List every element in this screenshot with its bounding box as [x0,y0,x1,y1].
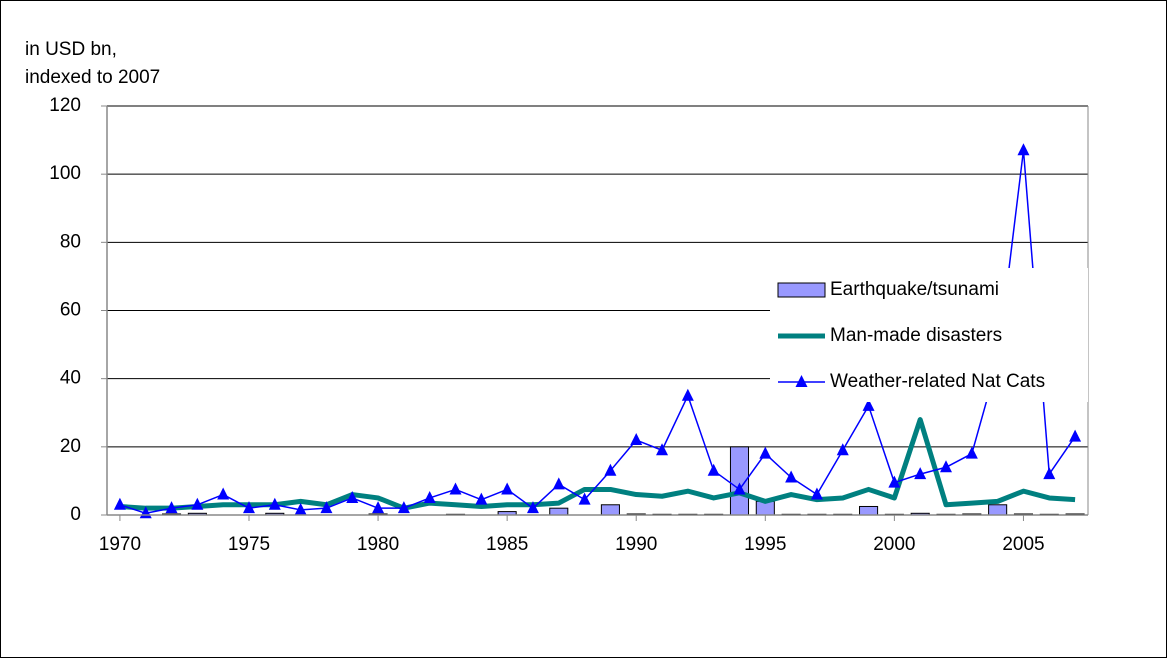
marker [1043,467,1056,480]
x-tick-label: 1995 [744,534,786,555]
y-tick-label: 80 [60,231,81,252]
bar [859,505,879,516]
x-tick-label: 1975 [228,534,270,555]
marker [888,475,901,488]
marker [965,446,978,459]
marker [1017,143,1030,156]
line [119,149,1076,515]
y-tick-label: 40 [60,368,81,389]
marker [526,501,539,514]
line [119,417,1076,511]
marker [475,492,488,505]
marker [914,467,927,480]
marker [268,497,281,510]
x-tick-label: 2005 [1002,534,1044,555]
marker [165,501,178,514]
marker [242,501,255,514]
marker [759,446,772,459]
marker [810,487,823,500]
x-tick-label: 1970 [99,534,141,555]
marker [604,463,617,476]
x-tick-label: 1990 [615,534,657,555]
y-tick-label: 120 [49,95,81,116]
marker [578,492,591,505]
marker [113,497,126,510]
y-axis-label: indexed to 2007 [25,67,160,88]
marker [423,490,436,503]
x-tick-label: 1980 [357,534,399,555]
marker [501,482,514,495]
bar [549,507,569,516]
legend-label: Earthquake/tsunami [830,279,999,300]
marker [630,433,643,446]
marker [191,497,204,510]
marker [862,398,875,411]
marker [552,477,565,490]
marker [372,501,385,514]
legend-marker [795,375,808,387]
marker [707,463,720,476]
y-axis-label: in USD bn, [25,39,117,60]
marker [681,388,694,401]
y-tick-label: 60 [60,300,81,321]
marker [940,460,953,473]
y-tick-label: 20 [60,436,81,457]
marker [785,470,798,483]
marker [836,443,849,456]
legend-swatch [777,282,826,298]
legend-label: Weather-related Nat Cats [830,371,1045,392]
legend-label: Man-made disasters [830,325,1002,346]
marker [656,443,669,456]
marker [1069,429,1082,442]
x-tick-label: 1985 [486,534,528,555]
marker [449,482,462,495]
marker [346,490,359,503]
marker [733,482,746,495]
y-tick-label: 100 [49,163,81,184]
marker [320,501,333,514]
marker [217,487,230,500]
y-tick-label: 0 [70,504,81,525]
bar [988,504,1008,516]
marker [294,502,307,515]
bar [600,504,620,516]
marker [397,501,410,514]
x-tick-label: 2000 [873,534,915,555]
